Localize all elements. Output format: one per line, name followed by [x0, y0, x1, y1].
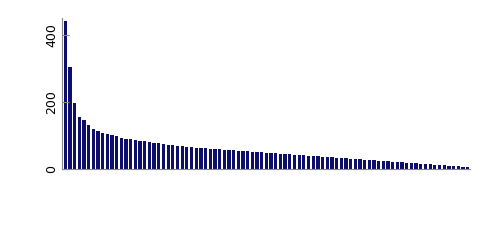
- Bar: [269, 153, 273, 169]
- Bar: [325, 157, 329, 169]
- Bar: [96, 131, 99, 169]
- Bar: [433, 165, 436, 169]
- Bar: [110, 135, 114, 169]
- Bar: [466, 167, 469, 169]
- Bar: [316, 156, 320, 169]
- Bar: [148, 142, 151, 169]
- Bar: [391, 162, 395, 169]
- Bar: [78, 117, 81, 169]
- Bar: [129, 139, 132, 169]
- Bar: [101, 133, 104, 169]
- Bar: [372, 160, 376, 169]
- Bar: [124, 139, 128, 169]
- Bar: [120, 138, 123, 169]
- Bar: [209, 149, 212, 169]
- Bar: [157, 143, 160, 169]
- Bar: [265, 153, 268, 169]
- Bar: [298, 155, 301, 169]
- Bar: [115, 136, 118, 169]
- Bar: [260, 152, 264, 169]
- Bar: [228, 150, 230, 169]
- Bar: [87, 125, 90, 169]
- Bar: [349, 159, 352, 169]
- Bar: [396, 162, 399, 169]
- Bar: [405, 163, 408, 169]
- Bar: [307, 156, 310, 169]
- Bar: [344, 158, 348, 169]
- Bar: [438, 165, 441, 169]
- Bar: [452, 166, 455, 169]
- Bar: [386, 161, 390, 169]
- Bar: [63, 21, 67, 169]
- Bar: [330, 157, 334, 169]
- Bar: [429, 164, 432, 169]
- Bar: [400, 162, 404, 169]
- Bar: [92, 128, 95, 169]
- Bar: [321, 157, 324, 169]
- Bar: [106, 134, 109, 169]
- Bar: [359, 159, 361, 169]
- Bar: [134, 140, 137, 169]
- Bar: [199, 148, 203, 169]
- Bar: [204, 148, 207, 169]
- Bar: [223, 150, 226, 169]
- Bar: [424, 164, 427, 169]
- Bar: [180, 146, 184, 169]
- Bar: [162, 144, 165, 169]
- Bar: [419, 164, 422, 169]
- Bar: [241, 151, 245, 169]
- Bar: [251, 152, 254, 169]
- Bar: [279, 154, 282, 169]
- Bar: [456, 166, 460, 169]
- Bar: [340, 158, 343, 169]
- Bar: [237, 151, 240, 169]
- Bar: [335, 158, 338, 169]
- Bar: [443, 165, 446, 169]
- Bar: [68, 67, 72, 169]
- Bar: [185, 147, 189, 169]
- Bar: [143, 141, 146, 169]
- Bar: [368, 160, 371, 169]
- Bar: [176, 146, 179, 169]
- Bar: [167, 145, 170, 169]
- Bar: [363, 160, 366, 169]
- Bar: [284, 154, 287, 169]
- Bar: [447, 166, 451, 169]
- Bar: [138, 141, 142, 169]
- Bar: [232, 150, 235, 169]
- Bar: [461, 167, 465, 169]
- Bar: [312, 156, 315, 169]
- Bar: [354, 159, 357, 169]
- Bar: [377, 161, 380, 169]
- Bar: [213, 149, 216, 169]
- Bar: [410, 163, 413, 169]
- Bar: [274, 153, 277, 169]
- Bar: [82, 120, 85, 169]
- Bar: [382, 161, 385, 169]
- Bar: [190, 147, 193, 169]
- Bar: [293, 155, 296, 169]
- Bar: [194, 148, 198, 169]
- Bar: [302, 155, 305, 169]
- Bar: [246, 151, 249, 169]
- Bar: [218, 149, 221, 169]
- Bar: [73, 104, 76, 169]
- Bar: [153, 143, 156, 169]
- Bar: [415, 163, 418, 169]
- Bar: [255, 152, 259, 169]
- Bar: [171, 145, 174, 169]
- Bar: [288, 154, 291, 169]
